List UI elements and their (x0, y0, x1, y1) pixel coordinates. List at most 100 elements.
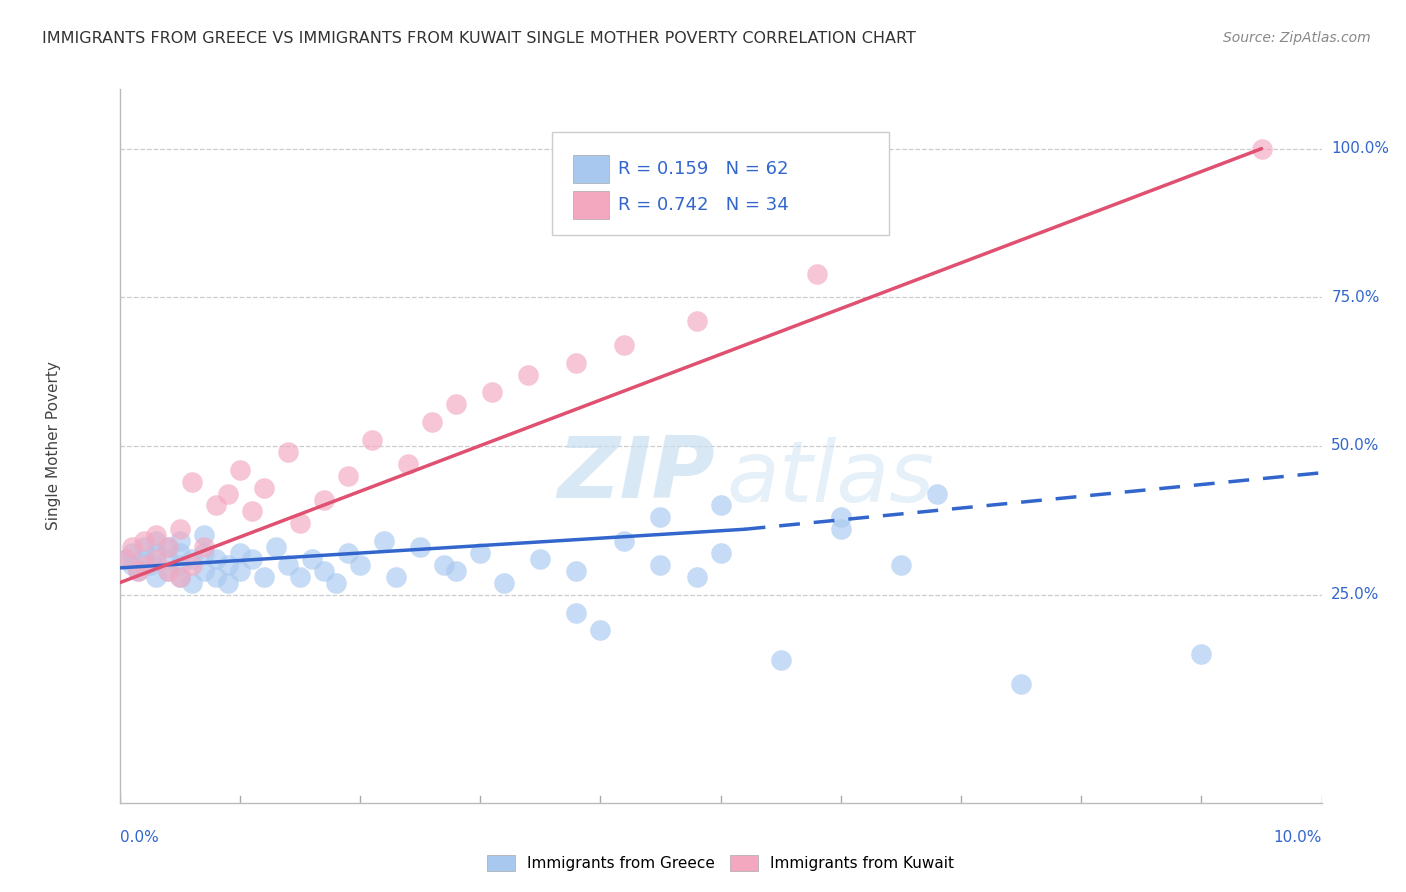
Point (312, 492, 335, 507)
Point (481, 385, 503, 400)
FancyBboxPatch shape (572, 191, 609, 219)
Point (373, 534, 395, 549)
Point (217, 575, 239, 590)
Point (806, 267, 828, 281)
Point (156, 552, 179, 566)
Point (217, 558, 239, 572)
Point (890, 558, 912, 572)
Text: IMMIGRANTS FROM GREECE VS IMMIGRANTS FROM KUWAIT SINGLE MOTHER POVERTY CORRELATI: IMMIGRANTS FROM GREECE VS IMMIGRANTS FRO… (42, 31, 917, 46)
Point (288, 516, 311, 531)
Point (769, 653, 792, 667)
Point (709, 499, 731, 513)
Point (444, 564, 467, 578)
FancyBboxPatch shape (553, 132, 889, 235)
Point (468, 546, 492, 560)
Point (114, 552, 136, 566)
Point (336, 468, 359, 483)
Point (1250, 142, 1272, 156)
Point (409, 540, 432, 554)
Point (180, 475, 202, 489)
Text: 100.0%: 100.0% (1331, 141, 1389, 156)
Text: ZIP: ZIP (557, 433, 714, 516)
Point (132, 540, 155, 554)
Point (204, 570, 226, 584)
Point (433, 558, 456, 572)
FancyBboxPatch shape (572, 155, 609, 184)
Text: 0.0%: 0.0% (120, 830, 159, 845)
Point (180, 552, 202, 566)
Point (217, 486, 239, 500)
Point (145, 534, 167, 549)
Point (121, 540, 143, 554)
Point (494, 575, 516, 590)
Point (444, 397, 467, 411)
Point (145, 552, 167, 566)
Point (240, 504, 263, 518)
Text: 50.0%: 50.0% (1331, 439, 1379, 453)
Point (613, 338, 636, 352)
Point (565, 564, 588, 578)
Point (336, 546, 359, 560)
Point (169, 570, 191, 584)
Point (156, 564, 179, 578)
Point (420, 415, 443, 429)
Point (228, 564, 252, 578)
Point (127, 564, 149, 578)
Text: R = 0.742   N = 34: R = 0.742 N = 34 (619, 196, 789, 214)
Point (193, 528, 215, 542)
Point (1010, 677, 1032, 691)
Point (277, 558, 299, 572)
Point (650, 510, 672, 524)
Point (169, 534, 191, 549)
Text: atlas: atlas (727, 436, 935, 520)
Point (830, 510, 852, 524)
Text: Source: ZipAtlas.com: Source: ZipAtlas.com (1223, 31, 1371, 45)
Text: 25.0%: 25.0% (1331, 587, 1379, 602)
Point (396, 457, 419, 471)
Point (132, 534, 155, 549)
Point (204, 552, 226, 566)
Point (565, 606, 588, 620)
Point (589, 624, 612, 638)
Point (1189, 647, 1212, 661)
Point (169, 570, 191, 584)
Legend: Immigrants from Greece, Immigrants from Kuwait: Immigrants from Greece, Immigrants from … (481, 849, 960, 877)
Point (132, 558, 155, 572)
Point (169, 558, 191, 572)
Point (685, 314, 707, 328)
Point (169, 522, 191, 536)
Point (361, 433, 384, 447)
Point (193, 564, 215, 578)
Point (240, 552, 263, 566)
Point (228, 546, 252, 560)
Point (288, 570, 311, 584)
Point (529, 552, 551, 566)
Point (228, 463, 252, 477)
Point (114, 552, 136, 566)
Text: Single Mother Poverty: Single Mother Poverty (46, 361, 60, 531)
Point (145, 528, 167, 542)
Point (127, 564, 149, 578)
Point (264, 540, 287, 554)
Point (145, 546, 167, 560)
Point (180, 575, 202, 590)
Point (709, 546, 731, 560)
Point (925, 486, 948, 500)
Point (301, 552, 323, 566)
Point (565, 356, 588, 370)
Point (138, 558, 160, 572)
Point (180, 558, 202, 572)
Point (156, 564, 179, 578)
Point (385, 570, 408, 584)
Point (253, 481, 276, 495)
Point (325, 575, 347, 590)
Point (121, 546, 143, 560)
Point (121, 558, 143, 572)
Point (685, 570, 707, 584)
Point (517, 368, 540, 382)
Point (830, 522, 852, 536)
Point (169, 546, 191, 560)
Text: R = 0.159   N = 62: R = 0.159 N = 62 (619, 161, 789, 178)
Point (145, 570, 167, 584)
Point (312, 564, 335, 578)
